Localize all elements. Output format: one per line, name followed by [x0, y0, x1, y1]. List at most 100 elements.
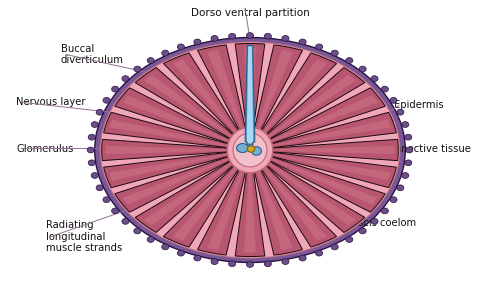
- Polygon shape: [106, 146, 227, 154]
- Ellipse shape: [359, 228, 366, 234]
- Polygon shape: [164, 163, 241, 247]
- Ellipse shape: [194, 39, 201, 45]
- Ellipse shape: [122, 76, 129, 82]
- Ellipse shape: [282, 259, 289, 265]
- Ellipse shape: [122, 218, 129, 224]
- Polygon shape: [268, 88, 385, 143]
- Polygon shape: [255, 166, 293, 250]
- Ellipse shape: [397, 185, 404, 191]
- Polygon shape: [247, 46, 253, 144]
- Ellipse shape: [282, 35, 289, 41]
- Polygon shape: [268, 157, 385, 212]
- Ellipse shape: [264, 33, 272, 39]
- Polygon shape: [259, 53, 336, 137]
- Polygon shape: [253, 45, 302, 135]
- Polygon shape: [246, 46, 254, 145]
- Ellipse shape: [390, 197, 397, 203]
- Ellipse shape: [299, 255, 306, 261]
- Ellipse shape: [178, 250, 184, 256]
- Ellipse shape: [147, 237, 154, 242]
- Text: Proboscis coelom: Proboscis coelom: [330, 218, 416, 228]
- Ellipse shape: [100, 43, 400, 257]
- Ellipse shape: [299, 39, 306, 45]
- Ellipse shape: [404, 160, 412, 166]
- Polygon shape: [255, 50, 293, 134]
- Polygon shape: [173, 164, 240, 241]
- Ellipse shape: [406, 147, 413, 153]
- Ellipse shape: [404, 134, 412, 140]
- Ellipse shape: [346, 237, 353, 242]
- Polygon shape: [144, 75, 234, 139]
- Polygon shape: [109, 119, 228, 146]
- Ellipse shape: [246, 33, 254, 38]
- Ellipse shape: [194, 255, 201, 261]
- Ellipse shape: [316, 250, 322, 256]
- Ellipse shape: [390, 98, 397, 103]
- Ellipse shape: [331, 50, 338, 56]
- Polygon shape: [269, 95, 378, 142]
- Ellipse shape: [96, 109, 103, 115]
- Polygon shape: [235, 44, 265, 134]
- Ellipse shape: [250, 148, 252, 151]
- Polygon shape: [266, 161, 356, 225]
- Ellipse shape: [371, 218, 378, 224]
- Polygon shape: [259, 163, 336, 247]
- Polygon shape: [272, 119, 391, 146]
- Polygon shape: [198, 45, 247, 135]
- Polygon shape: [272, 154, 391, 181]
- Ellipse shape: [134, 228, 141, 234]
- Polygon shape: [248, 144, 252, 148]
- Ellipse shape: [236, 143, 248, 152]
- Polygon shape: [109, 154, 228, 181]
- Polygon shape: [244, 167, 256, 253]
- Polygon shape: [260, 164, 327, 241]
- Ellipse shape: [211, 35, 218, 41]
- Polygon shape: [144, 161, 234, 225]
- Polygon shape: [271, 152, 396, 188]
- Polygon shape: [104, 112, 229, 148]
- Text: Radiating
longitudinal
muscle strands: Radiating longitudinal muscle strands: [46, 220, 122, 253]
- Ellipse shape: [402, 172, 409, 178]
- Ellipse shape: [402, 122, 409, 128]
- Polygon shape: [235, 167, 265, 256]
- Polygon shape: [122, 158, 231, 205]
- Ellipse shape: [178, 44, 184, 50]
- Ellipse shape: [103, 98, 110, 103]
- Ellipse shape: [91, 172, 98, 178]
- Ellipse shape: [316, 44, 322, 50]
- Ellipse shape: [211, 259, 218, 265]
- Circle shape: [233, 133, 267, 167]
- Ellipse shape: [371, 76, 378, 82]
- Ellipse shape: [88, 160, 96, 166]
- Ellipse shape: [147, 58, 154, 63]
- Ellipse shape: [91, 122, 98, 128]
- Ellipse shape: [331, 244, 338, 250]
- Ellipse shape: [264, 261, 272, 267]
- Ellipse shape: [382, 86, 388, 92]
- Polygon shape: [273, 146, 394, 154]
- Ellipse shape: [252, 147, 262, 155]
- Circle shape: [227, 127, 273, 173]
- Ellipse shape: [87, 147, 94, 153]
- Polygon shape: [198, 165, 247, 255]
- Text: Glomerulus: Glomerulus: [16, 143, 74, 154]
- Polygon shape: [104, 152, 229, 188]
- Polygon shape: [207, 166, 245, 250]
- Ellipse shape: [103, 197, 110, 203]
- Ellipse shape: [346, 58, 353, 63]
- Ellipse shape: [100, 41, 401, 259]
- Ellipse shape: [162, 244, 169, 250]
- Ellipse shape: [94, 38, 406, 262]
- Text: Nervous layer: Nervous layer: [16, 97, 86, 107]
- Polygon shape: [269, 158, 378, 205]
- Polygon shape: [135, 68, 236, 140]
- Ellipse shape: [96, 185, 103, 191]
- Polygon shape: [207, 50, 245, 134]
- Ellipse shape: [359, 66, 366, 72]
- Ellipse shape: [162, 50, 169, 56]
- Text: Connective tissue: Connective tissue: [382, 143, 471, 154]
- Ellipse shape: [134, 66, 141, 72]
- Ellipse shape: [382, 208, 388, 214]
- Polygon shape: [271, 112, 396, 148]
- Polygon shape: [102, 140, 228, 160]
